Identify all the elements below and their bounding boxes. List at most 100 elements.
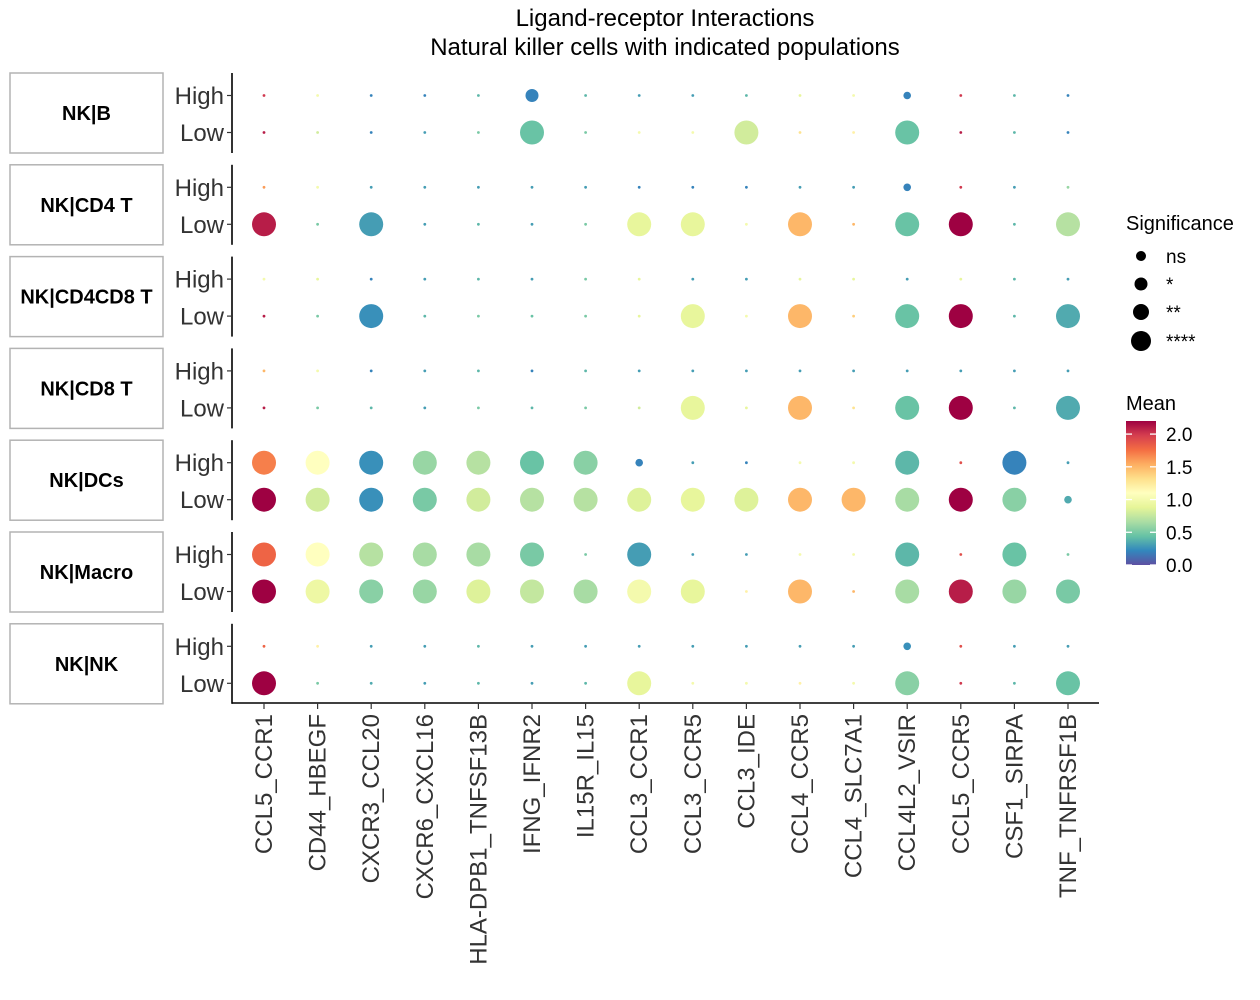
legend-size-key: [1131, 331, 1151, 351]
y-tick-label: Low: [180, 304, 225, 331]
data-point: [959, 461, 963, 465]
data-point: [1013, 94, 1016, 97]
x-tick-label: CXCR3_CCL20: [358, 714, 385, 883]
data-point: [423, 314, 427, 318]
data-point: [369, 131, 373, 134]
data-point: [477, 314, 480, 318]
x-tick-label: CCL5_CCR5: [948, 714, 975, 854]
y-tick-label: High: [175, 542, 224, 569]
facet-label: NK|Macro: [40, 562, 133, 584]
data-point: [530, 369, 534, 373]
facet-strip: [9, 347, 164, 430]
data-point: [745, 314, 748, 318]
data-point: [798, 94, 802, 97]
data-point: [316, 94, 319, 97]
data-point: [316, 369, 319, 373]
data-point: [584, 314, 587, 318]
facet-label: NK|NK: [55, 654, 119, 676]
data-point: [637, 369, 641, 373]
data-point: [680, 487, 705, 512]
data-point: [252, 671, 276, 696]
data-point: [423, 406, 427, 410]
data-point: [477, 681, 480, 685]
data-point: [584, 553, 587, 556]
data-point: [948, 395, 973, 420]
data-point: [895, 304, 920, 329]
legend-colorbar-label: 2.0: [1166, 425, 1192, 446]
data-point: [369, 644, 373, 648]
data-point: [1066, 94, 1070, 97]
data-point: [369, 681, 373, 685]
data-point: [1013, 681, 1016, 685]
data-point: [637, 277, 641, 281]
data-point: [262, 94, 266, 97]
data-point: [1056, 395, 1080, 420]
data-point: [530, 314, 534, 318]
data-point: [1056, 212, 1080, 237]
legend-size-label: *: [1166, 275, 1174, 296]
data-point: [359, 542, 384, 567]
data-point: [316, 406, 319, 410]
data-point: [841, 487, 866, 512]
x-tick-label: CCL4_SLC7A1: [841, 714, 868, 878]
data-point: [1013, 314, 1016, 318]
data-point: [905, 369, 909, 373]
data-point: [948, 487, 973, 512]
data-point: [852, 644, 855, 648]
data-point: [635, 458, 643, 467]
data-point: [798, 185, 802, 189]
legend-colorbar-label: 1.0: [1166, 491, 1192, 512]
data-point: [423, 131, 427, 134]
data-point: [798, 131, 802, 134]
data-point: [691, 461, 695, 465]
data-point: [948, 579, 973, 604]
y-tick-label: High: [175, 175, 224, 202]
data-point: [745, 553, 748, 556]
data-point: [1066, 461, 1070, 465]
data-point: [788, 487, 812, 512]
data-point: [852, 681, 855, 685]
data-point: [262, 314, 266, 318]
data-point: [745, 681, 748, 685]
data-point: [1013, 222, 1016, 226]
data-point: [637, 406, 641, 410]
data-point: [423, 277, 427, 281]
data-point: [1066, 131, 1070, 134]
data-point: [1064, 495, 1072, 504]
legend-size-key: [1134, 277, 1148, 291]
x-tick-label: HLA-DPB1_TNFSF13B: [465, 714, 492, 965]
data-point: [637, 131, 641, 134]
data-point: [745, 406, 748, 410]
data-point: [477, 277, 480, 281]
data-point: [852, 131, 855, 134]
data-point: [627, 542, 652, 567]
data-point: [1066, 369, 1070, 373]
data-point: [691, 681, 695, 685]
data-point: [262, 185, 266, 189]
data-point: [316, 277, 319, 281]
data-point: [627, 579, 652, 604]
data-point: [788, 579, 812, 604]
data-point: [959, 369, 963, 373]
x-tick-label: TNF_TNFRSF1B: [1055, 714, 1082, 898]
data-point: [1066, 553, 1070, 556]
data-point: [959, 681, 963, 685]
data-point: [627, 671, 652, 696]
data-point: [262, 406, 266, 410]
data-point: [788, 395, 812, 420]
data-point: [359, 304, 384, 329]
chart-title-line2: Natural killer cells with indicated popu…: [430, 34, 900, 61]
data-point: [680, 395, 705, 420]
facet-label: NK|CD8 T: [40, 378, 132, 400]
data-point: [903, 642, 911, 651]
data-point: [369, 94, 373, 97]
y-tick-label: Low: [180, 579, 225, 606]
data-point: [798, 681, 802, 685]
data-point: [305, 542, 330, 567]
y-tick-label: Low: [180, 212, 225, 239]
facet-strip: [9, 72, 164, 154]
data-point: [627, 487, 652, 512]
data-point: [852, 553, 855, 556]
x-tick-label: CXCR6_CXCL16: [412, 714, 439, 899]
legend-colorbar-label: 0.0: [1166, 556, 1192, 577]
